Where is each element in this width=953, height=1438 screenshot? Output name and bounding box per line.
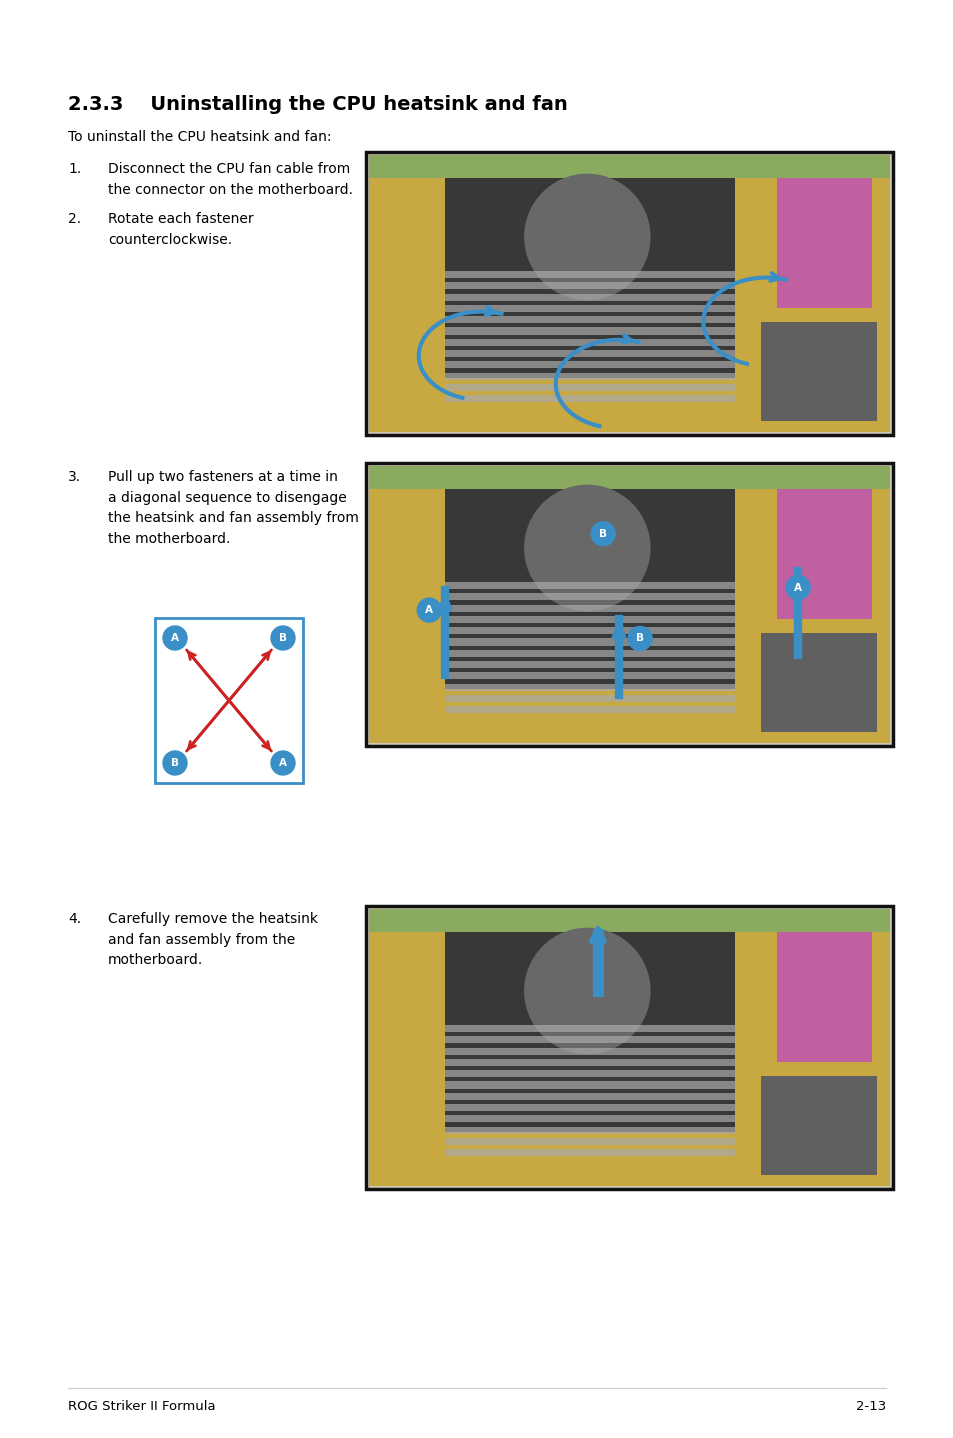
Circle shape bbox=[416, 598, 441, 623]
Bar bbox=[445, 361, 734, 368]
Text: 4.: 4. bbox=[68, 912, 81, 926]
Bar bbox=[445, 477, 734, 689]
Bar bbox=[445, 270, 734, 278]
Text: 2.3.3    Uninstalling the CPU heatsink and fan: 2.3.3 Uninstalling the CPU heatsink and … bbox=[68, 95, 567, 114]
Circle shape bbox=[523, 174, 650, 301]
Circle shape bbox=[163, 751, 187, 775]
Circle shape bbox=[591, 522, 615, 546]
Bar bbox=[445, 1047, 734, 1054]
Text: A: A bbox=[425, 605, 433, 615]
Bar bbox=[445, 683, 734, 690]
Bar bbox=[369, 466, 889, 489]
Text: To uninstall the CPU heatsink and fan:: To uninstall the CPU heatsink and fan: bbox=[68, 129, 331, 144]
Circle shape bbox=[271, 626, 294, 650]
Bar bbox=[445, 1127, 734, 1133]
Bar bbox=[445, 305, 734, 312]
Text: Rotate each fastener
counterclockwise.: Rotate each fastener counterclockwise. bbox=[108, 211, 253, 246]
Bar bbox=[445, 328, 734, 335]
Bar bbox=[777, 167, 871, 308]
Bar bbox=[445, 582, 734, 590]
Circle shape bbox=[163, 626, 187, 650]
Bar bbox=[445, 1104, 734, 1112]
Bar bbox=[366, 152, 892, 436]
Bar bbox=[445, 627, 734, 634]
Text: A: A bbox=[171, 633, 179, 643]
Bar bbox=[369, 466, 889, 743]
Text: 2-13: 2-13 bbox=[855, 1401, 885, 1414]
Text: A: A bbox=[278, 758, 287, 768]
Text: 2.: 2. bbox=[68, 211, 81, 226]
Circle shape bbox=[523, 928, 650, 1054]
Bar bbox=[445, 1025, 734, 1032]
Bar bbox=[777, 920, 871, 1061]
Bar bbox=[760, 322, 876, 421]
Bar bbox=[760, 633, 876, 732]
Bar bbox=[445, 650, 734, 657]
Text: B: B bbox=[171, 758, 179, 768]
Bar bbox=[445, 1070, 734, 1077]
Bar bbox=[445, 1149, 734, 1156]
Bar bbox=[369, 155, 889, 178]
Bar bbox=[366, 906, 892, 1189]
Text: Carefully remove the heatsink
and fan assembly from the
motherboard.: Carefully remove the heatsink and fan as… bbox=[108, 912, 317, 968]
Circle shape bbox=[523, 485, 650, 611]
Text: ROG Striker II Formula: ROG Striker II Formula bbox=[68, 1401, 215, 1414]
Text: B: B bbox=[598, 529, 606, 539]
Text: Pull up two fasteners at a time in
a diagonal sequence to disengage
the heatsink: Pull up two fasteners at a time in a dia… bbox=[108, 470, 358, 546]
Bar bbox=[445, 293, 734, 301]
Bar bbox=[154, 618, 303, 784]
Bar bbox=[445, 920, 734, 1132]
Bar bbox=[369, 155, 889, 431]
Bar bbox=[445, 706, 734, 713]
Text: B: B bbox=[636, 634, 643, 643]
Bar bbox=[366, 463, 892, 746]
Bar bbox=[445, 1116, 734, 1123]
Text: B: B bbox=[278, 633, 287, 643]
Bar bbox=[445, 661, 734, 669]
Bar bbox=[445, 1093, 734, 1100]
Circle shape bbox=[627, 627, 651, 650]
Bar bbox=[445, 695, 734, 702]
Bar bbox=[445, 638, 734, 646]
Text: Disconnect the CPU fan cable from
the connector on the motherboard.: Disconnect the CPU fan cable from the co… bbox=[108, 162, 353, 197]
Bar bbox=[369, 909, 889, 932]
Bar bbox=[445, 339, 734, 347]
Circle shape bbox=[271, 751, 294, 775]
Bar bbox=[445, 384, 734, 391]
Bar bbox=[445, 604, 734, 611]
Text: 1.: 1. bbox=[68, 162, 81, 175]
Bar bbox=[445, 282, 734, 289]
Bar bbox=[445, 1058, 734, 1066]
Text: A: A bbox=[793, 582, 801, 592]
Bar bbox=[777, 477, 871, 618]
Bar bbox=[445, 167, 734, 378]
Bar bbox=[760, 1076, 876, 1175]
Bar bbox=[445, 395, 734, 403]
Text: 3.: 3. bbox=[68, 470, 81, 485]
Bar bbox=[445, 349, 734, 357]
Bar bbox=[445, 1081, 734, 1089]
Circle shape bbox=[785, 575, 809, 600]
Bar bbox=[445, 1037, 734, 1043]
Bar bbox=[445, 316, 734, 324]
Bar bbox=[445, 615, 734, 623]
Bar bbox=[445, 1137, 734, 1145]
Bar bbox=[369, 909, 889, 1186]
Bar bbox=[445, 673, 734, 680]
Bar bbox=[445, 372, 734, 380]
Bar bbox=[445, 594, 734, 600]
